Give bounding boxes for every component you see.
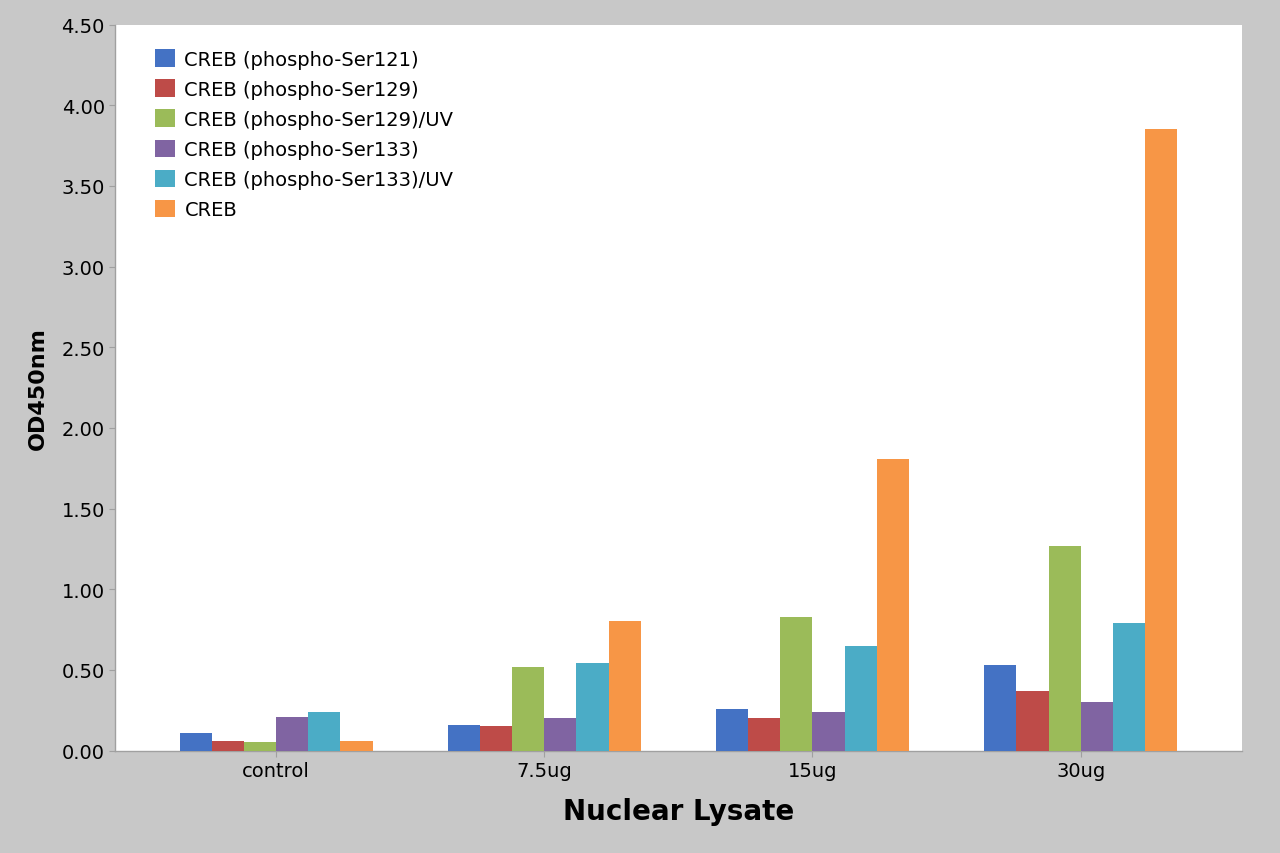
Bar <box>1080 702 1112 751</box>
Bar <box>1112 624 1146 751</box>
Bar <box>448 725 480 751</box>
Y-axis label: OD450nm: OD450nm <box>27 327 47 450</box>
Bar <box>813 712 845 751</box>
Bar <box>845 646 877 751</box>
Bar <box>984 665 1016 751</box>
Bar <box>512 667 544 751</box>
Bar <box>781 617 813 751</box>
Legend: CREB (phospho-Ser121), CREB (phospho-Ser129), CREB (phospho-Ser129)/UV, CREB (ph: CREB (phospho-Ser121), CREB (phospho-Ser… <box>147 43 461 228</box>
Bar <box>748 718 781 751</box>
Bar <box>609 622 641 751</box>
Bar <box>1146 131 1178 751</box>
Bar <box>1016 691 1048 751</box>
Bar <box>544 718 576 751</box>
Bar <box>1048 546 1080 751</box>
Bar <box>308 712 340 751</box>
Bar <box>211 741 244 751</box>
Bar <box>576 664 609 751</box>
Bar <box>716 709 748 751</box>
Bar <box>179 733 211 751</box>
Bar <box>244 743 276 751</box>
Bar <box>340 741 372 751</box>
X-axis label: Nuclear Lysate: Nuclear Lysate <box>563 797 794 825</box>
Bar <box>276 717 308 751</box>
Bar <box>877 459 909 751</box>
Bar <box>480 727 512 751</box>
